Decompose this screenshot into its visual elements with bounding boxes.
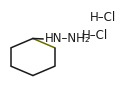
Text: H–Cl: H–Cl bbox=[90, 11, 116, 24]
Text: H–Cl: H–Cl bbox=[82, 29, 108, 42]
Text: HN–NH₂: HN–NH₂ bbox=[45, 32, 90, 45]
